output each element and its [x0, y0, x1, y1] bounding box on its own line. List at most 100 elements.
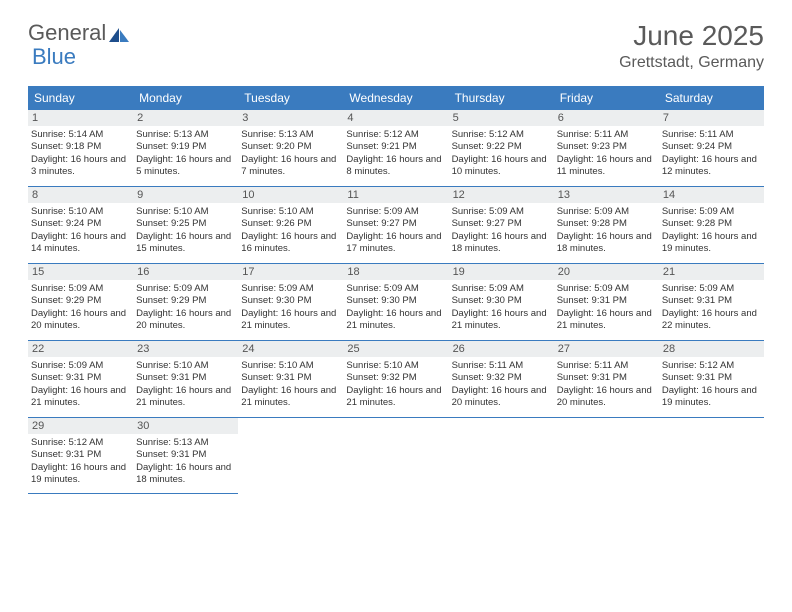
- day-number: 18: [343, 264, 448, 280]
- day-cell: 16Sunrise: 5:09 AMSunset: 9:29 PMDayligh…: [133, 264, 238, 340]
- daylight-text: Daylight: 16 hours and 15 minutes.: [136, 231, 235, 256]
- day-number: 15: [28, 264, 133, 280]
- month-title: June 2025: [619, 20, 764, 52]
- day-info: Sunrise: 5:09 AMSunset: 9:30 PMDaylight:…: [241, 283, 340, 332]
- day-info: Sunrise: 5:09 AMSunset: 9:27 PMDaylight:…: [452, 206, 551, 255]
- day-info: Sunrise: 5:10 AMSunset: 9:24 PMDaylight:…: [31, 206, 130, 255]
- daylight-text: Daylight: 16 hours and 20 minutes.: [557, 385, 656, 410]
- week-row: 29Sunrise: 5:12 AMSunset: 9:31 PMDayligh…: [28, 418, 764, 494]
- sunrise-text: Sunrise: 5:10 AM: [136, 206, 235, 218]
- sunset-text: Sunset: 9:20 PM: [241, 141, 340, 153]
- sunrise-text: Sunrise: 5:10 AM: [241, 206, 340, 218]
- day-cell: 20Sunrise: 5:09 AMSunset: 9:31 PMDayligh…: [554, 264, 659, 340]
- sunset-text: Sunset: 9:30 PM: [452, 295, 551, 307]
- sunset-text: Sunset: 9:27 PM: [452, 218, 551, 230]
- sunset-text: Sunset: 9:31 PM: [662, 372, 761, 384]
- day-number: 21: [659, 264, 764, 280]
- daylight-text: Daylight: 16 hours and 19 minutes.: [31, 462, 130, 487]
- day-cell: 27 Sunrise: 5:11 AMSunset: 9:31 PMDayligh…: [554, 341, 659, 417]
- sunset-text: Sunset: 9:29 PM: [136, 295, 235, 307]
- day-info: Sunrise: 5:11 AMSunset: 9:31 PMDaylight:…: [557, 360, 656, 409]
- day-cell: 7Sunrise: 5:11 AMSunset: 9:24 PMDaylight…: [659, 110, 764, 186]
- day-info: Sunrise: 5:09 AMSunset: 9:31 PMDaylight:…: [31, 360, 130, 409]
- day-cell: 21 Sunrise: 5:09 AMSunset: 9:31 PMDayligh…: [659, 264, 764, 340]
- daylight-text: Daylight: 16 hours and 14 minutes.: [31, 231, 130, 256]
- logo-text-blue: Blue: [32, 44, 76, 69]
- day-header-monday: Monday: [133, 86, 238, 110]
- day-number: 17: [238, 264, 343, 280]
- day-info: Sunrise: 5:10 AMSunset: 9:31 PMDaylight:…: [241, 360, 340, 409]
- sunset-text: Sunset: 9:31 PM: [662, 295, 761, 307]
- daylight-text: Daylight: 16 hours and 22 minutes.: [662, 308, 761, 333]
- sunrise-text: Sunrise: 5:09 AM: [662, 206, 761, 218]
- sunrise-text: Sunrise: 5:13 AM: [136, 129, 235, 141]
- logo-sail-icon: [108, 27, 130, 43]
- sunset-text: Sunset: 9:31 PM: [241, 372, 340, 384]
- day-headers-row: Sunday Monday Tuesday Wednesday Thursday…: [28, 86, 764, 110]
- daylight-text: Daylight: 16 hours and 19 minutes.: [662, 385, 761, 410]
- sunset-text: Sunset: 9:30 PM: [346, 295, 445, 307]
- day-cell: 6Sunrise: 5:11 AMSunset: 9:23 PMDaylight…: [554, 110, 659, 186]
- day-cell: 9Sunrise: 5:10 AMSunset: 9:25 PMDaylight…: [133, 187, 238, 263]
- day-info: Sunrise: 5:13 AMSunset: 9:19 PMDaylight:…: [136, 129, 235, 178]
- sunset-text: Sunset: 9:31 PM: [31, 449, 130, 461]
- sunset-text: Sunset: 9:31 PM: [557, 372, 656, 384]
- sunset-text: Sunset: 9:31 PM: [136, 449, 235, 461]
- day-number: 7: [659, 110, 764, 126]
- day-cell: 29Sunrise: 5:12 AMSunset: 9:31 PMDayligh…: [28, 418, 133, 494]
- day-number: 3: [238, 110, 343, 126]
- sunset-text: Sunset: 9:23 PM: [557, 141, 656, 153]
- day-cell: [449, 418, 554, 494]
- sunset-text: Sunset: 9:31 PM: [557, 295, 656, 307]
- sunset-text: Sunset: 9:32 PM: [452, 372, 551, 384]
- day-info: Sunrise: 5:09 AMSunset: 9:31 PMDaylight:…: [662, 283, 761, 332]
- day-cell: 2Sunrise: 5:13 AMSunset: 9:19 PMDaylight…: [133, 110, 238, 186]
- day-cell: 25Sunrise: 5:10 AMSunset: 9:32 PMDayligh…: [343, 341, 448, 417]
- day-info: Sunrise: 5:12 AMSunset: 9:21 PMDaylight:…: [346, 129, 445, 178]
- day-info: Sunrise: 5:09 AMSunset: 9:30 PMDaylight:…: [452, 283, 551, 332]
- day-info: Sunrise: 5:09 AMSunset: 9:28 PMDaylight:…: [662, 206, 761, 255]
- sunset-text: Sunset: 9:22 PM: [452, 141, 551, 153]
- day-info: Sunrise: 5:09 AMSunset: 9:28 PMDaylight:…: [557, 206, 656, 255]
- daylight-text: Daylight: 16 hours and 20 minutes.: [31, 308, 130, 333]
- day-number: 22: [28, 341, 133, 357]
- day-number: 24: [238, 341, 343, 357]
- day-info: Sunrise: 5:13 AMSunset: 9:20 PMDaylight:…: [241, 129, 340, 178]
- sunrise-text: Sunrise: 5:10 AM: [346, 360, 445, 372]
- day-number: 16: [133, 264, 238, 280]
- sunset-text: Sunset: 9:31 PM: [31, 372, 130, 384]
- daylight-text: Daylight: 16 hours and 17 minutes.: [346, 231, 445, 256]
- day-info: Sunrise: 5:09 AMSunset: 9:27 PMDaylight:…: [346, 206, 445, 255]
- sunrise-text: Sunrise: 5:09 AM: [662, 283, 761, 295]
- location-label: Grettstadt, Germany: [619, 54, 764, 72]
- sunrise-text: Sunrise: 5:10 AM: [241, 360, 340, 372]
- daylight-text: Daylight: 16 hours and 10 minutes.: [452, 154, 551, 179]
- sunrise-text: Sunrise: 5:09 AM: [241, 283, 340, 295]
- day-cell: 1Sunrise: 5:14 AMSunset: 9:18 PMDaylight…: [28, 110, 133, 186]
- day-cell: [554, 418, 659, 494]
- sunrise-text: Sunrise: 5:09 AM: [31, 283, 130, 295]
- sunset-text: Sunset: 9:21 PM: [346, 141, 445, 153]
- day-info: Sunrise: 5:09 AMSunset: 9:29 PMDaylight:…: [31, 283, 130, 332]
- day-cell: 17 Sunrise: 5:09 AMSunset: 9:30 PMDayligh…: [238, 264, 343, 340]
- day-number: 5: [449, 110, 554, 126]
- day-number: 12: [449, 187, 554, 203]
- sunrise-text: Sunrise: 5:09 AM: [136, 283, 235, 295]
- day-number: 8: [28, 187, 133, 203]
- sunrise-text: Sunrise: 5:14 AM: [31, 129, 130, 141]
- sunrise-text: Sunrise: 5:13 AM: [241, 129, 340, 141]
- sunset-text: Sunset: 9:25 PM: [136, 218, 235, 230]
- day-cell: 15 Sunrise: 5:09 AMSunset: 9:29 PMDayligh…: [28, 264, 133, 340]
- day-number: 25: [343, 341, 448, 357]
- day-info: Sunrise: 5:12 AMSunset: 9:22 PMDaylight:…: [452, 129, 551, 178]
- day-cell: 10Sunrise: 5:10 AMSunset: 9:26 PMDayligh…: [238, 187, 343, 263]
- sunrise-text: Sunrise: 5:11 AM: [557, 129, 656, 141]
- daylight-text: Daylight: 16 hours and 12 minutes.: [662, 154, 761, 179]
- sunrise-text: Sunrise: 5:10 AM: [136, 360, 235, 372]
- sunrise-text: Sunrise: 5:12 AM: [452, 129, 551, 141]
- daylight-text: Daylight: 16 hours and 21 minutes.: [241, 385, 340, 410]
- day-number: 20: [554, 264, 659, 280]
- day-number: 27: [554, 341, 659, 357]
- day-number: 4: [343, 110, 448, 126]
- day-info: Sunrise: 5:12 AMSunset: 9:31 PMDaylight:…: [662, 360, 761, 409]
